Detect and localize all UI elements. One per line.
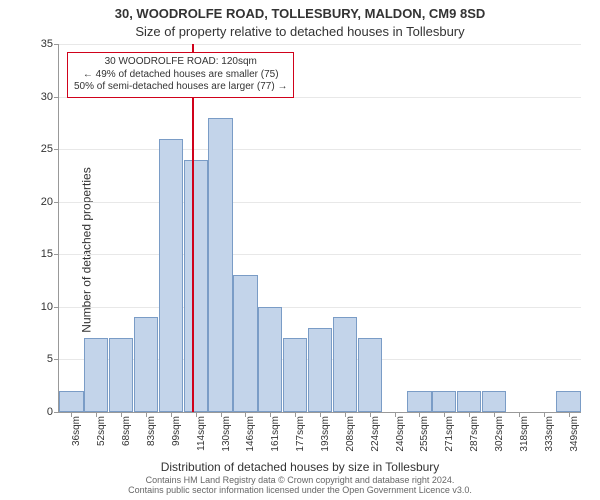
x-tick-label: 193sqm [320,416,331,452]
x-tick-label: 161sqm [270,416,281,452]
annotation-line: ← 49% of detached houses are smaller (75… [74,69,287,82]
y-tick [54,97,59,98]
chart-container: 30, WOODROLFE ROAD, TOLLESBURY, MALDON, … [0,0,600,500]
chart-footer: Contains HM Land Registry data © Crown c… [0,476,600,496]
histogram-bar [184,160,208,412]
x-tick-label: 287sqm [469,416,480,452]
x-tick-label: 130sqm [221,416,232,452]
x-tick-label: 333sqm [544,416,555,452]
annotation-box: 30 WOODROLFE ROAD: 120sqm ← 49% of detac… [67,52,294,98]
x-tick-label: 271sqm [444,416,455,452]
x-tick-label: 224sqm [370,416,381,452]
x-tick-label: 349sqm [569,416,580,452]
y-tick-label: 0 [47,406,53,418]
histogram-bar [233,275,257,412]
x-axis-label: Distribution of detached houses by size … [0,460,600,474]
x-tick-label: 318sqm [519,416,530,452]
histogram-bar [432,391,456,412]
x-tick-label: 83sqm [146,416,157,446]
y-tick-label: 20 [41,196,53,208]
footer-line: Contains public sector information licen… [0,486,600,496]
y-tick [54,44,59,45]
x-tick-label: 302sqm [494,416,505,452]
y-tick [54,254,59,255]
y-tick-label: 30 [41,91,53,103]
histogram-bar [159,139,183,412]
gridline [59,254,581,255]
y-tick [54,307,59,308]
chart-title-sub: Size of property relative to detached ho… [0,24,600,39]
y-tick-label: 35 [41,38,53,50]
y-tick [54,202,59,203]
histogram-bar [333,317,357,412]
y-tick-label: 5 [47,353,53,365]
x-tick-label: 68sqm [121,416,132,446]
x-tick-label: 99sqm [171,416,182,446]
x-tick-label: 52sqm [96,416,107,446]
x-tick-label: 146sqm [245,416,256,452]
x-tick-label: 114sqm [196,416,207,451]
x-tick-label: 240sqm [395,416,406,452]
x-tick-label: 255sqm [419,416,430,452]
y-tick-label: 10 [41,301,53,313]
histogram-bar [358,338,382,412]
histogram-bar [208,118,232,412]
histogram-bar [84,338,108,412]
x-tick-label: 208sqm [345,416,356,452]
x-tick-label: 36sqm [71,416,82,446]
y-tick [54,412,59,413]
histogram-bar [407,391,431,412]
histogram-bar [258,307,282,412]
histogram-bar [457,391,481,412]
gridline [59,307,581,308]
gridline [59,44,581,45]
plot-area: 0510152025303536sqm52sqm68sqm83sqm99sqm1… [58,44,581,413]
y-tick-label: 15 [41,248,53,260]
chart-title-main: 30, WOODROLFE ROAD, TOLLESBURY, MALDON, … [0,6,600,21]
annotation-line: 30 WOODROLFE ROAD: 120sqm [74,56,287,69]
histogram-bar [556,391,580,412]
y-tick [54,359,59,360]
gridline [59,149,581,150]
histogram-bar [109,338,133,412]
histogram-bar [482,391,506,412]
histogram-bar [134,317,158,412]
histogram-bar [308,328,332,412]
reference-line [192,44,194,412]
x-tick-label: 177sqm [295,416,306,452]
histogram-bar [59,391,83,412]
annotation-line: 50% of semi-detached houses are larger (… [74,81,287,94]
histogram-bar [283,338,307,412]
y-tick-label: 25 [41,143,53,155]
gridline [59,202,581,203]
y-tick [54,149,59,150]
